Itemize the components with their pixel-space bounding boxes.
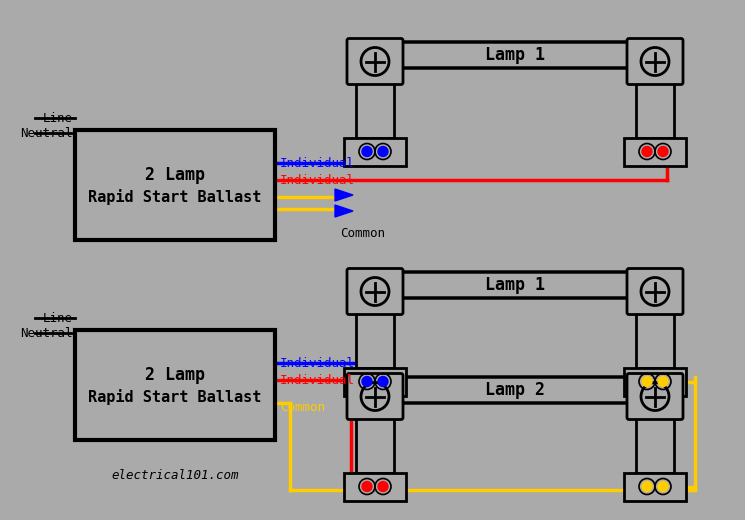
FancyBboxPatch shape — [347, 38, 403, 85]
FancyBboxPatch shape — [347, 268, 403, 315]
Text: Rapid Start Ballast: Rapid Start Ballast — [89, 389, 261, 405]
Text: Rapid Start Ballast: Rapid Start Ballast — [89, 189, 261, 205]
Polygon shape — [335, 189, 353, 201]
Text: Neutral: Neutral — [21, 126, 73, 139]
Text: Lamp 1: Lamp 1 — [485, 276, 545, 294]
FancyBboxPatch shape — [636, 83, 674, 137]
FancyBboxPatch shape — [356, 313, 394, 368]
FancyBboxPatch shape — [627, 268, 683, 315]
FancyBboxPatch shape — [75, 330, 275, 440]
Circle shape — [361, 47, 389, 75]
FancyBboxPatch shape — [75, 130, 275, 240]
Text: Lamp 1: Lamp 1 — [485, 46, 545, 64]
FancyBboxPatch shape — [624, 368, 686, 396]
FancyBboxPatch shape — [627, 373, 683, 420]
Circle shape — [658, 147, 668, 157]
Text: Neutral: Neutral — [21, 327, 73, 340]
Text: 2 Lamp: 2 Lamp — [145, 166, 205, 184]
Text: Individual: Individual — [280, 373, 355, 386]
Circle shape — [378, 482, 388, 491]
FancyBboxPatch shape — [636, 313, 674, 368]
FancyBboxPatch shape — [344, 473, 406, 501]
Text: electrical101.com: electrical101.com — [111, 469, 238, 482]
Circle shape — [362, 482, 372, 491]
Circle shape — [658, 482, 668, 491]
Text: Line: Line — [43, 111, 73, 124]
Circle shape — [642, 376, 652, 386]
FancyBboxPatch shape — [627, 38, 683, 85]
Circle shape — [361, 383, 389, 410]
FancyBboxPatch shape — [344, 368, 406, 396]
FancyBboxPatch shape — [356, 418, 394, 473]
Circle shape — [641, 47, 669, 75]
FancyBboxPatch shape — [395, 377, 635, 403]
Text: Lamp 2: Lamp 2 — [485, 381, 545, 399]
Text: Common: Common — [340, 227, 385, 240]
FancyBboxPatch shape — [636, 418, 674, 473]
Polygon shape — [335, 205, 353, 217]
FancyBboxPatch shape — [347, 373, 403, 420]
Text: Individual: Individual — [280, 174, 355, 187]
FancyBboxPatch shape — [395, 42, 635, 68]
Circle shape — [641, 383, 669, 410]
Text: Line: Line — [43, 311, 73, 324]
Circle shape — [658, 376, 668, 386]
FancyBboxPatch shape — [344, 137, 406, 165]
Circle shape — [362, 147, 372, 157]
Text: 2 Lamp: 2 Lamp — [145, 366, 205, 384]
FancyBboxPatch shape — [356, 83, 394, 137]
Circle shape — [378, 376, 388, 386]
Circle shape — [361, 278, 389, 306]
FancyBboxPatch shape — [395, 272, 635, 298]
Circle shape — [641, 278, 669, 306]
Circle shape — [642, 482, 652, 491]
Circle shape — [362, 376, 372, 386]
Text: Individual: Individual — [280, 157, 355, 170]
Text: Common: Common — [280, 400, 325, 413]
Text: Individual: Individual — [280, 357, 355, 370]
FancyBboxPatch shape — [624, 473, 686, 501]
Circle shape — [642, 147, 652, 157]
Circle shape — [378, 147, 388, 157]
FancyBboxPatch shape — [624, 137, 686, 165]
